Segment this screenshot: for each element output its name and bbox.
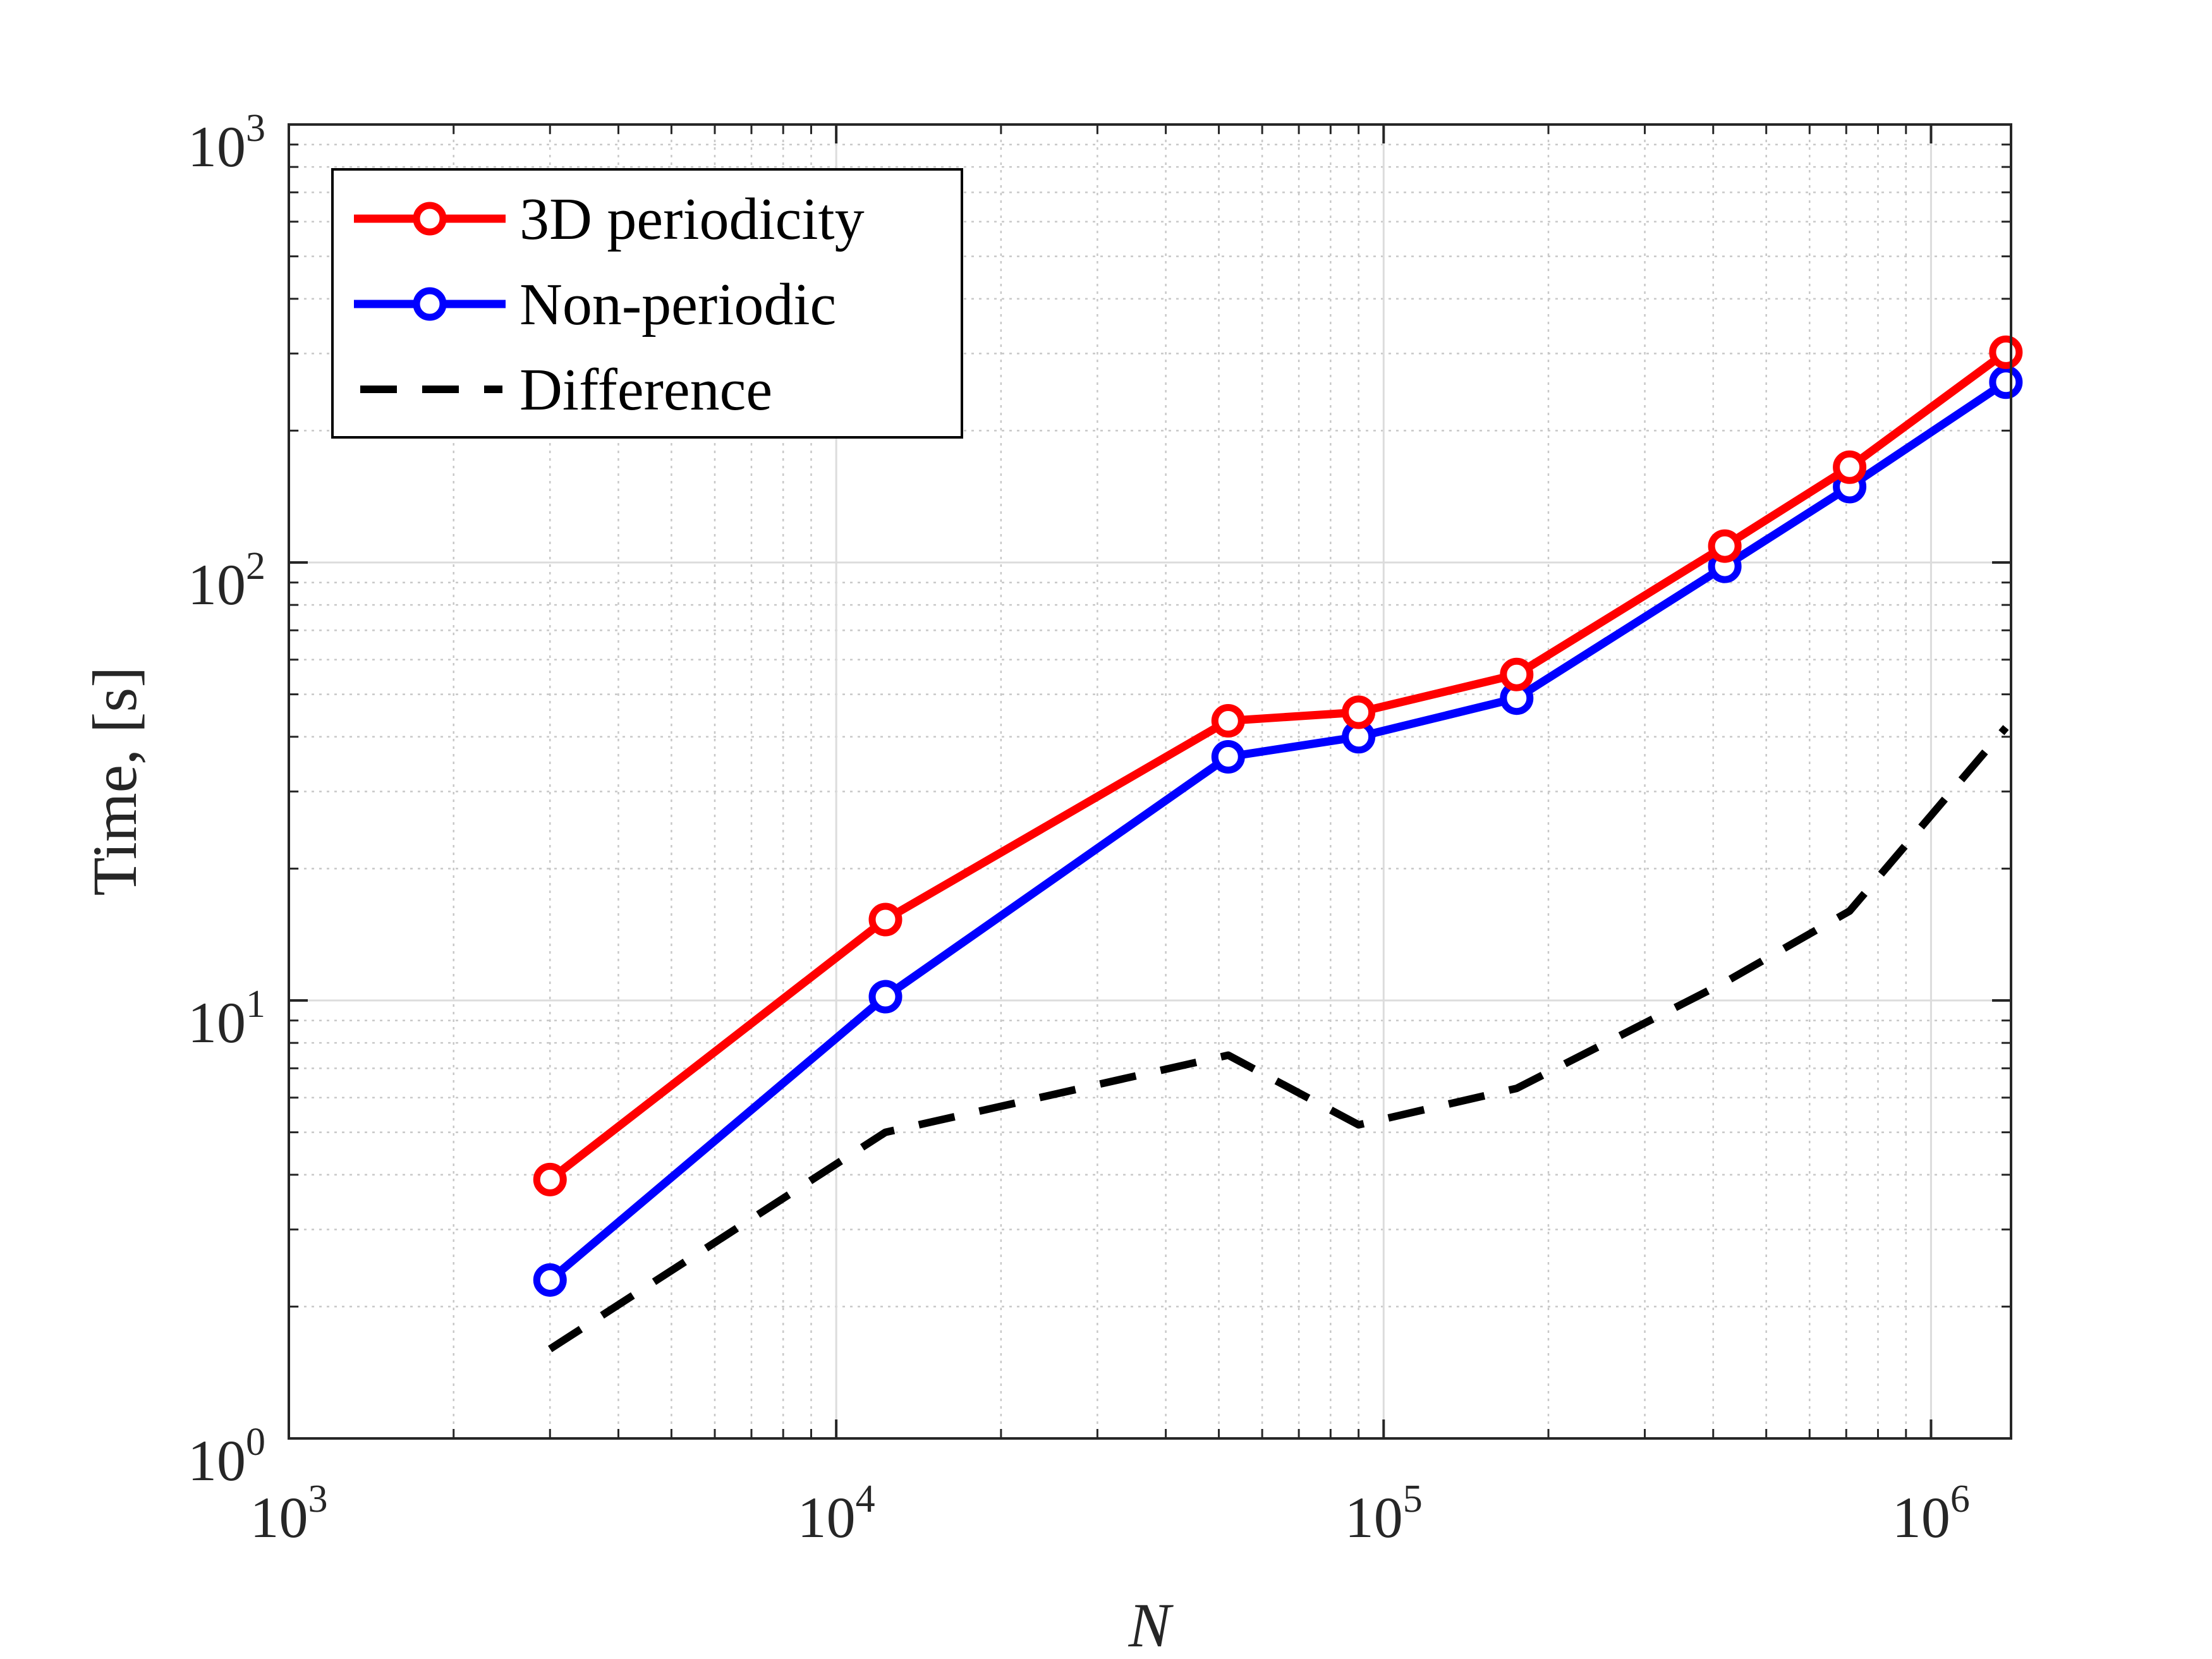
legend-label-difference: Difference bbox=[520, 357, 772, 423]
y-axis-title: Time, [s] bbox=[80, 666, 150, 896]
x-tick-label: 104 bbox=[798, 1478, 875, 1550]
x-tick-label: 103 bbox=[250, 1478, 328, 1550]
y-tick-label: 102 bbox=[188, 545, 265, 617]
y-tick-label-exponent: 2 bbox=[246, 545, 265, 588]
x-tick-label: 105 bbox=[1345, 1478, 1423, 1550]
series-line-non-periodic bbox=[547, 379, 2008, 1284]
data-point-3d-periodicity bbox=[1500, 657, 1534, 691]
legend-label-3d-periodicity: 3D periodicity bbox=[520, 186, 865, 252]
data-point-3d-periodicity bbox=[533, 1162, 567, 1196]
x-tick-label-base: 10 bbox=[1892, 1485, 1950, 1550]
x-tick-label-base: 10 bbox=[798, 1485, 856, 1550]
data-point-3d-periodicity bbox=[1342, 695, 1376, 729]
data-point-3d-periodicity bbox=[1833, 450, 1867, 484]
legend-marker-non-periodic bbox=[413, 287, 447, 321]
data-point-3d-periodicity bbox=[868, 902, 902, 937]
legend-marker-3d-periodicity bbox=[413, 202, 447, 236]
x-tick-label-exponent: 3 bbox=[308, 1478, 328, 1521]
data-point-non-periodic bbox=[868, 980, 902, 1014]
legend-label-non-periodic: Non-periodic bbox=[520, 272, 836, 337]
x-tick-label-exponent: 4 bbox=[856, 1478, 875, 1521]
y-tick-label-exponent: 1 bbox=[246, 983, 265, 1026]
data-point-3d-periodicity bbox=[1211, 704, 1245, 738]
x-tick-label: 106 bbox=[1892, 1478, 1970, 1550]
x-tick-label-base: 10 bbox=[1345, 1485, 1403, 1550]
y-tick-label-base: 10 bbox=[188, 552, 246, 617]
plot-frame bbox=[288, 123, 2012, 1440]
data-point-3d-periodicity bbox=[1708, 529, 1742, 563]
x-axis-title: N bbox=[1128, 1590, 1174, 1659]
x-tick-label-exponent: 6 bbox=[1950, 1478, 1970, 1521]
series-line-difference bbox=[548, 725, 2009, 1352]
x-tick-label-base: 10 bbox=[250, 1485, 308, 1550]
legend: 3D periodicity Non-periodic Difference bbox=[331, 168, 963, 439]
data-point-3d-periodicity bbox=[1989, 335, 2023, 369]
y-tick-label: 100 bbox=[188, 1421, 265, 1493]
y-tick-label-base: 10 bbox=[188, 1428, 246, 1493]
y-tick-label: 101 bbox=[188, 983, 265, 1055]
x-tick-label-exponent: 5 bbox=[1403, 1478, 1423, 1521]
y-tick-label-base: 10 bbox=[188, 990, 246, 1055]
data-point-non-periodic bbox=[533, 1263, 567, 1297]
data-point-non-periodic bbox=[1989, 365, 2023, 399]
series-line-3d-periodicity bbox=[547, 349, 2008, 1183]
data-point-non-periodic bbox=[1211, 739, 1245, 774]
y-tick-label-exponent: 0 bbox=[246, 1421, 265, 1464]
axis-ticks bbox=[288, 123, 2011, 1440]
series-layer bbox=[533, 335, 2023, 1352]
y-tick-label-exponent: 3 bbox=[246, 107, 265, 150]
x-tick-labels: 103 104 105 106 bbox=[250, 1478, 1970, 1550]
y-tick-label: 103 bbox=[188, 107, 265, 179]
y-tick-label-base: 10 bbox=[188, 114, 246, 179]
